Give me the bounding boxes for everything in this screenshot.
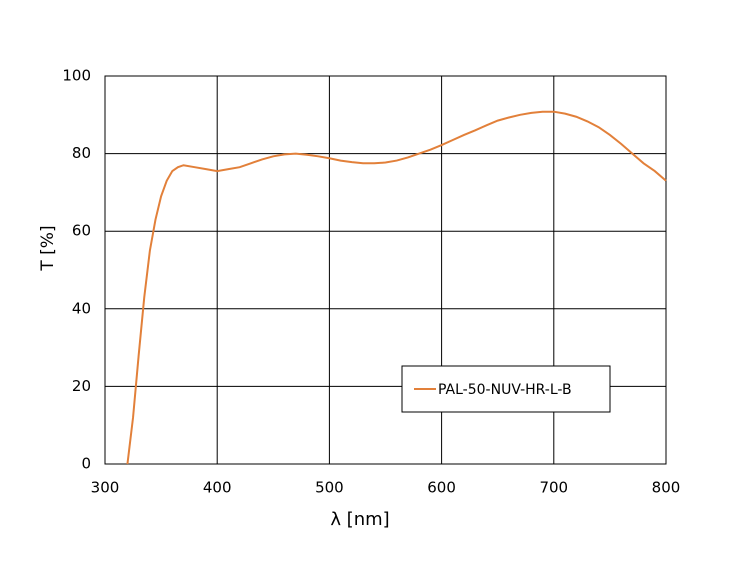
y-tick-label: 20 bbox=[72, 377, 91, 395]
y-tick-label: 0 bbox=[81, 455, 91, 473]
data-line bbox=[126, 110, 667, 465]
y-tick-label: 100 bbox=[62, 67, 91, 85]
x-tick-label: 500 bbox=[315, 479, 344, 497]
y-tick-label: 40 bbox=[72, 299, 91, 317]
y-tick-label: 80 bbox=[72, 144, 91, 162]
plot-border bbox=[104, 75, 667, 465]
x-tick-label: 800 bbox=[652, 479, 681, 497]
y-tick-label: 60 bbox=[72, 222, 91, 240]
x-axis-label: λ [nm] bbox=[330, 509, 389, 530]
legend-box bbox=[401, 365, 611, 413]
legend-label: PAL-50-NUV-HR-L-B bbox=[438, 382, 572, 398]
x-tick-label: 400 bbox=[203, 479, 232, 497]
x-tick-label: 700 bbox=[539, 479, 568, 497]
x-tick-label: 300 bbox=[91, 479, 120, 497]
x-tick-label: 600 bbox=[427, 479, 456, 497]
y-axis-label: T [%] bbox=[38, 225, 58, 271]
